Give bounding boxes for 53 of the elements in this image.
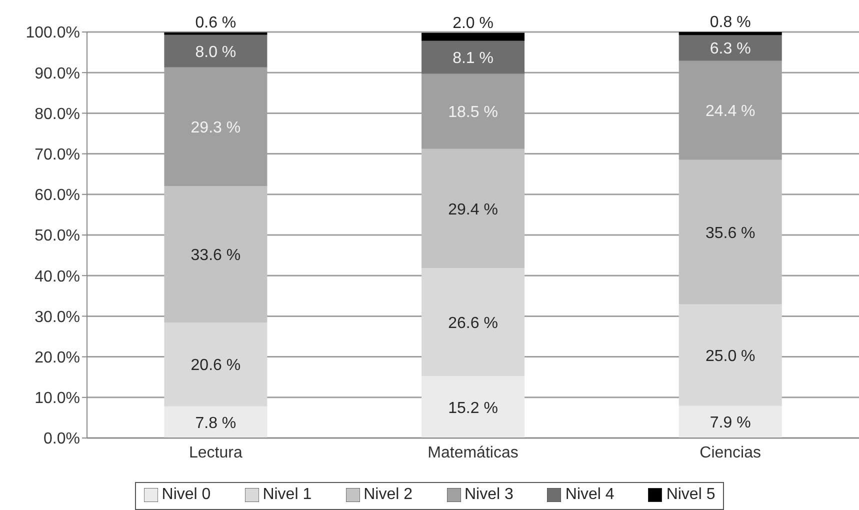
y-tick-label: 40.0%	[34, 268, 80, 286]
y-tick-label: 10.0%	[34, 390, 80, 408]
bar	[678, 35, 782, 61]
y-tick-label: 90.0%	[34, 65, 80, 82]
y-tick-label: 30.0%	[34, 308, 80, 326]
y-tick-label: 50.0%	[34, 228, 80, 245]
data-label: 0.6 %	[195, 14, 236, 32]
y-tick-label: 60.0%	[34, 187, 80, 204]
x-tick-label: Lectura	[188, 444, 242, 462]
y-tick-label: 20.0%	[34, 349, 80, 366]
data-label: 33.6 %	[190, 247, 241, 264]
bar	[422, 32, 525, 41]
data-label: 29.4 %	[448, 201, 498, 218]
data-label: 26.6 %	[448, 314, 498, 332]
bar	[164, 406, 268, 438]
legend-label: Nivel 4	[565, 486, 614, 503]
data-label: 25.0 %	[705, 348, 756, 365]
data-label: 35.6 %	[705, 224, 756, 242]
bar	[164, 32, 268, 35]
data-label: 2.0 %	[452, 14, 494, 32]
y-tick-label: 70.0%	[34, 146, 80, 164]
bar	[678, 32, 782, 36]
data-label: 24.4 %	[705, 103, 756, 120]
bar	[422, 268, 525, 376]
bar	[678, 406, 782, 438]
legend-label: Nivel 3	[464, 486, 514, 503]
x-tick-label: Matemáticas	[428, 444, 518, 462]
data-label: 29.3 %	[190, 119, 241, 136]
y-tick-label: 80.0%	[34, 106, 80, 123]
bar	[422, 148, 525, 268]
bar	[164, 186, 268, 323]
data-label: 8.0 %	[195, 44, 236, 61]
bar	[678, 304, 782, 406]
data-label: 0.8 %	[710, 14, 751, 31]
bar	[678, 160, 782, 304]
bar	[164, 34, 268, 68]
data-label: 8.1 %	[452, 50, 494, 68]
data-label: 6.3 %	[710, 40, 751, 58]
data-label: 15.2 %	[448, 400, 498, 417]
bar	[164, 322, 268, 406]
data-label: 7.9 %	[710, 414, 751, 432]
data-label: 18.5 %	[448, 104, 498, 122]
y-tick-label: 100.0%	[26, 24, 80, 42]
legend-label: Nivel 1	[262, 486, 312, 503]
x-tick-label: Ciencias	[700, 444, 762, 462]
legend-label: Nivel 5	[666, 486, 716, 503]
y-tick-label: 0.0%	[44, 430, 80, 448]
legend-label: Nivel 2	[364, 486, 412, 503]
legend-label: Nivel 0	[162, 486, 211, 503]
data-label: 20.6 %	[190, 357, 241, 374]
bar	[422, 376, 525, 438]
data-label: 7.8 %	[195, 414, 236, 432]
bar	[422, 40, 525, 74]
